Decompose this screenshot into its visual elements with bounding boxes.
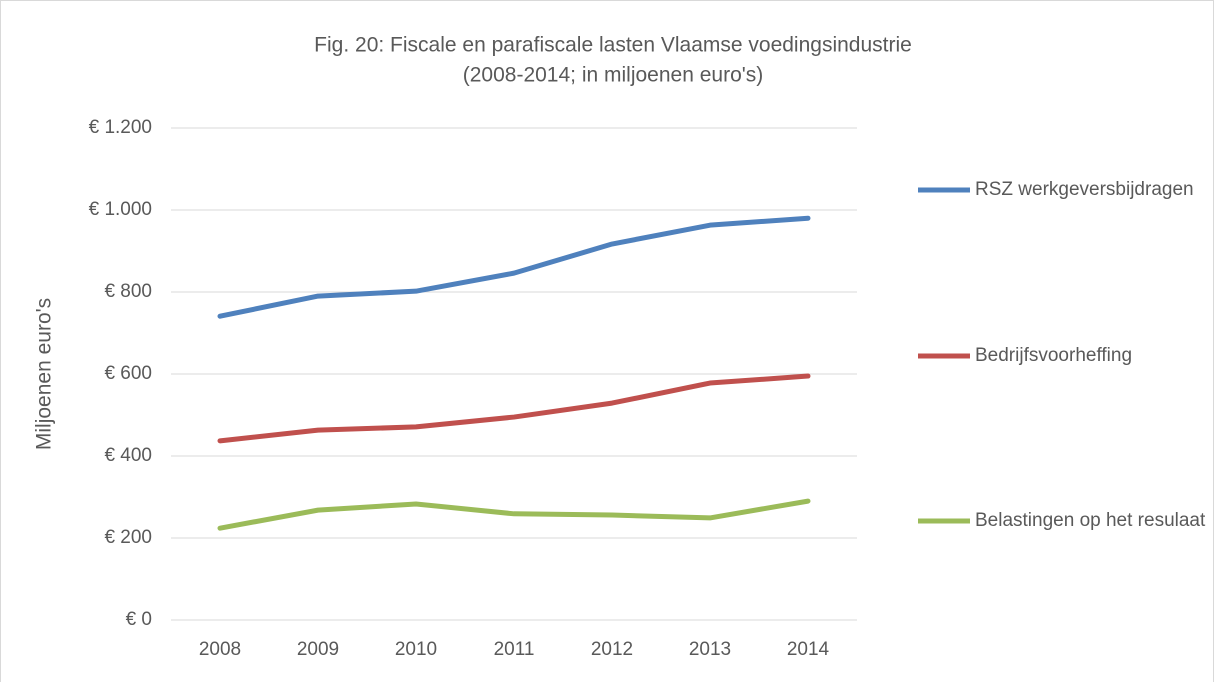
legend-label: RSZ werkgeversbijdragen xyxy=(975,179,1194,200)
y-tick-label: € 400 xyxy=(104,445,152,466)
y-axis-label: Miljoenen euro's xyxy=(33,298,56,450)
x-tick-label: 2010 xyxy=(395,639,437,660)
x-tick-label: 2014 xyxy=(787,639,830,660)
legend-label: Bedrijfsvoorheffing xyxy=(975,345,1133,366)
chart-subtitle: (2008-2014; in miljoenen euro's) xyxy=(463,64,764,87)
series-line xyxy=(217,373,811,444)
y-tick-label: € 1.200 xyxy=(89,117,152,138)
series-line xyxy=(217,498,811,531)
y-tick-label: € 600 xyxy=(104,363,152,384)
chart-title: Fig. 20: Fiscale en parafiscale lasten V… xyxy=(314,34,912,57)
x-tick-label: 2009 xyxy=(297,639,339,660)
x-tick-label: 2011 xyxy=(494,639,535,660)
y-tick-label: € 200 xyxy=(104,527,152,548)
y-tick-label: € 1.000 xyxy=(89,199,152,220)
x-tick-label: 2013 xyxy=(689,639,731,660)
x-tick-label: 2012 xyxy=(591,639,633,660)
series-line xyxy=(217,215,811,319)
y-tick-label: € 800 xyxy=(104,281,152,302)
x-tick-label: 2008 xyxy=(199,639,241,660)
y-tick-label: € 0 xyxy=(126,609,152,630)
legend-label: Belastingen op het resulaat xyxy=(975,510,1206,531)
